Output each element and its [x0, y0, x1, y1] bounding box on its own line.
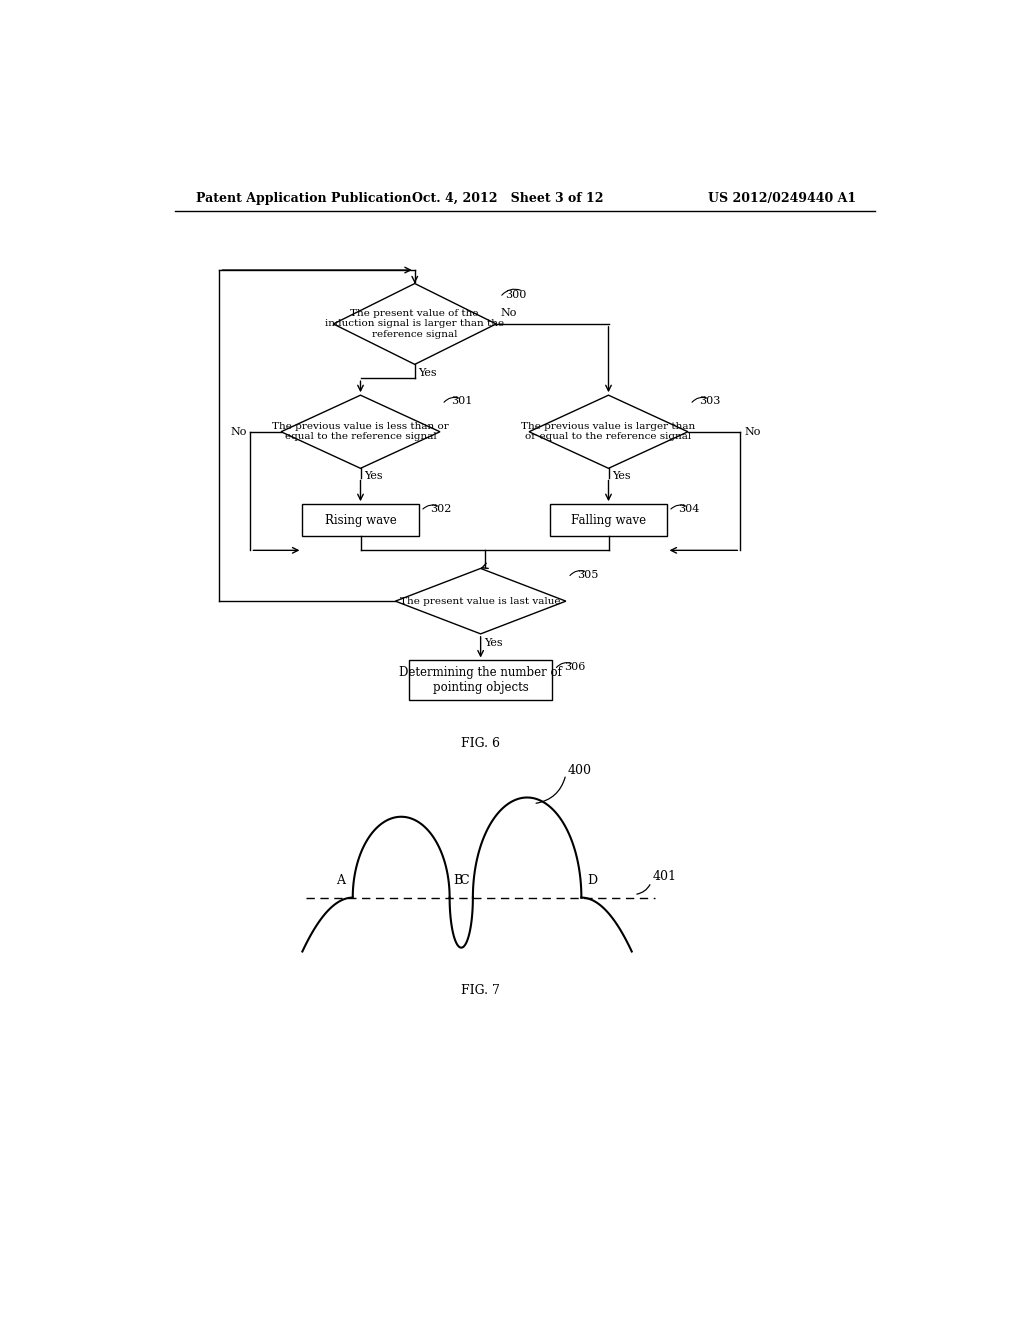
Text: 304: 304 — [678, 504, 699, 513]
Text: The present value of the
induction signal is larger than the
reference signal: The present value of the induction signa… — [326, 309, 504, 339]
Text: B: B — [454, 874, 463, 887]
Text: Determining the number of
pointing objects: Determining the number of pointing objec… — [399, 667, 562, 694]
Text: The present value is last value: The present value is last value — [400, 597, 561, 606]
Text: Yes: Yes — [419, 368, 437, 379]
Text: The previous value is less than or
equal to the reference signal: The previous value is less than or equal… — [272, 422, 449, 441]
Text: 303: 303 — [699, 396, 721, 407]
Text: FIG. 6: FIG. 6 — [461, 737, 500, 750]
Text: 302: 302 — [430, 504, 452, 513]
Text: 300: 300 — [506, 290, 526, 300]
Text: US 2012/0249440 A1: US 2012/0249440 A1 — [709, 191, 856, 205]
Text: No: No — [230, 426, 247, 437]
Text: Patent Application Publication: Patent Application Publication — [197, 191, 412, 205]
Text: No: No — [500, 308, 516, 318]
Text: C: C — [460, 874, 469, 887]
Text: D: D — [588, 874, 598, 887]
Text: Yes: Yes — [484, 638, 503, 648]
Text: 401: 401 — [652, 870, 677, 883]
Text: Rising wave: Rising wave — [325, 513, 396, 527]
Text: 305: 305 — [578, 570, 599, 579]
Text: Yes: Yes — [365, 471, 383, 480]
Text: A: A — [336, 874, 345, 887]
Text: The previous value is larger than
or equal to the reference signal: The previous value is larger than or equ… — [521, 422, 695, 441]
Text: Yes: Yes — [612, 471, 631, 480]
Text: 400: 400 — [567, 764, 592, 777]
Text: No: No — [744, 426, 761, 437]
Text: 306: 306 — [564, 661, 586, 672]
Text: 301: 301 — [452, 396, 473, 407]
Text: FIG. 7: FIG. 7 — [461, 983, 500, 997]
Text: Falling wave: Falling wave — [571, 513, 646, 527]
Text: Oct. 4, 2012   Sheet 3 of 12: Oct. 4, 2012 Sheet 3 of 12 — [412, 191, 603, 205]
